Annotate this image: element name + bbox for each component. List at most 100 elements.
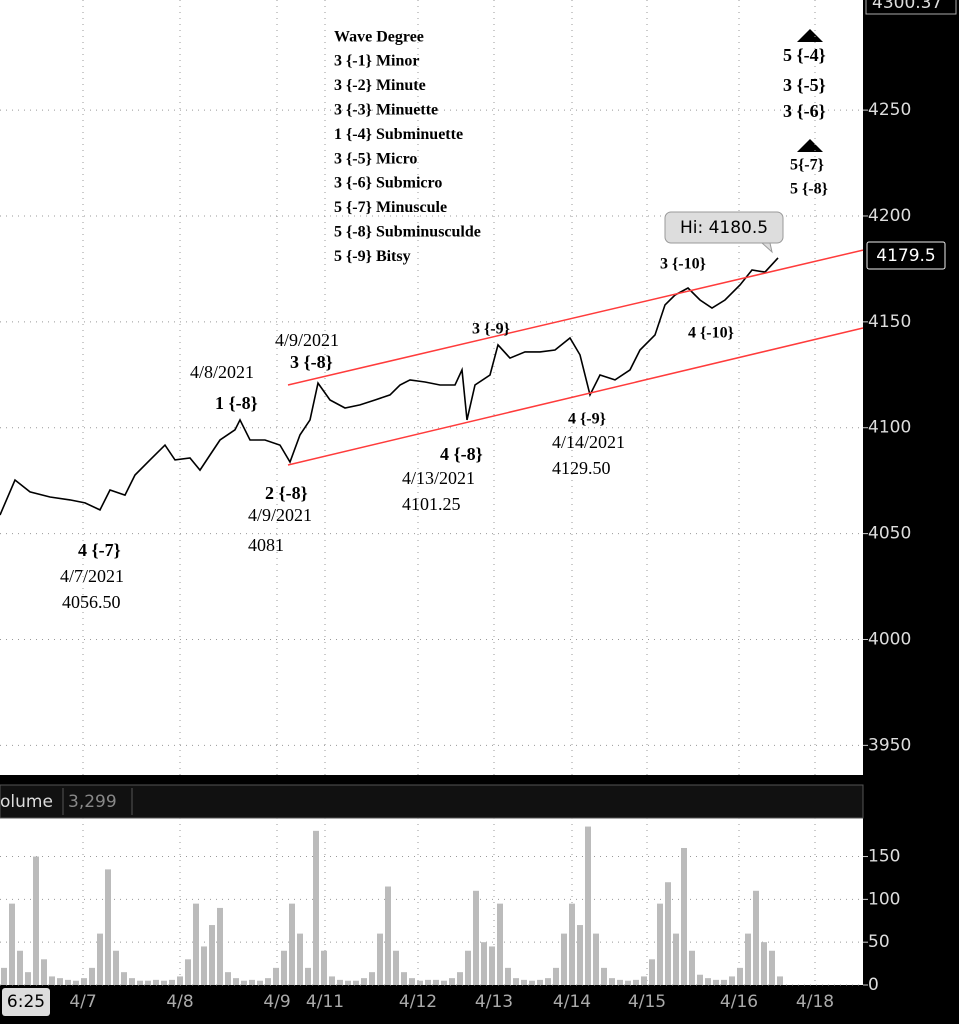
volume-bar — [681, 847, 687, 985]
annotation: 3 {-6} — [783, 101, 826, 121]
volume-bar — [593, 933, 599, 985]
volume-bar — [417, 980, 423, 985]
volume-bar — [265, 978, 271, 985]
annotation: 3 {-10} — [660, 256, 706, 273]
volume-bar — [313, 830, 319, 985]
volume-bar — [529, 980, 535, 985]
volume-bar — [177, 976, 183, 985]
y-tick-label: 3950 — [868, 735, 911, 755]
volume-bar — [289, 903, 295, 985]
volume-bar — [545, 978, 551, 985]
y-tick-label: 0 — [868, 975, 879, 995]
volume-bar — [9, 903, 15, 985]
x-tick-label: 4/13 — [475, 992, 513, 1012]
volume-bar — [41, 959, 47, 985]
y-tick-label: 50 — [868, 932, 890, 952]
price-line — [0, 257, 779, 516]
volume-bar — [257, 980, 263, 985]
high-callout: Hi: 4180.5 — [680, 218, 768, 238]
y-tick-label: 4050 — [868, 524, 911, 544]
volume-bar — [617, 979, 623, 985]
last-price: 4179.5 — [876, 246, 935, 266]
volume-bar — [1, 967, 7, 985]
volume-bar — [561, 933, 567, 985]
volume-bar — [409, 978, 415, 985]
annotation: 4/13/2021 — [402, 468, 475, 488]
annotation: 5 {-4} — [783, 45, 826, 65]
annotation: 4056.50 — [62, 592, 121, 612]
volume-bar — [65, 979, 71, 985]
volume-bar — [249, 979, 255, 985]
volume-bar — [89, 967, 95, 985]
volume-bar — [689, 950, 695, 985]
x-tick-label: 4/11 — [306, 992, 344, 1012]
x-tick-label: 4/18 — [796, 992, 834, 1012]
annotation: 3 {-9} — [472, 321, 510, 338]
volume-bar — [761, 942, 767, 985]
volume-bar — [321, 950, 327, 985]
cursor-box — [2, 988, 50, 1016]
annotation: 4/8/2021 — [190, 362, 254, 382]
legend-item: 3 {-3} Minuette — [334, 101, 438, 118]
volume-bar — [105, 869, 111, 985]
legend-title: Wave Degree — [334, 29, 424, 46]
volume-bar — [233, 978, 239, 985]
volume-bar — [153, 979, 159, 985]
volume-bar — [601, 967, 607, 985]
legend-item: 5 {-8} Subminusculde — [334, 223, 481, 240]
volume-bar — [121, 972, 127, 985]
y-tick-label: 100 — [868, 889, 900, 909]
volume-bar — [377, 933, 383, 985]
volume-bar — [113, 950, 119, 985]
annotation: 4/7/2021 — [60, 566, 124, 586]
volume-bar — [649, 959, 655, 985]
legend-item: 3 {-2} Minute — [334, 77, 426, 94]
volume-bar — [425, 979, 431, 985]
volume-bar — [81, 978, 87, 985]
volume-bar — [281, 950, 287, 985]
volume-bar — [401, 972, 407, 985]
annotation: 4/9/2021 — [275, 330, 339, 350]
annotation: 4/14/2021 — [552, 432, 625, 452]
y-tick-label: 4000 — [868, 629, 911, 649]
volume-bar — [657, 903, 663, 985]
volume-bar — [577, 925, 583, 985]
volume-bar — [329, 976, 335, 985]
volume-bar — [17, 950, 23, 985]
volume-bar — [745, 933, 751, 985]
annotation: 4 {-8} — [440, 444, 483, 464]
volume-bar — [185, 959, 191, 985]
volume-bar — [193, 903, 199, 985]
volume-bar — [777, 976, 783, 985]
volume-bar — [465, 950, 471, 985]
volume-bar — [673, 933, 679, 985]
volume-bar — [25, 972, 31, 985]
volume-bar — [537, 979, 543, 985]
volume-bar — [345, 980, 351, 985]
volume-bar — [169, 979, 175, 985]
arrow-up — [797, 29, 823, 42]
last-price-box — [866, 241, 946, 270]
cursor-label: 6:25 — [7, 992, 45, 1012]
legend-item: 3 {-5} Micro — [334, 150, 417, 167]
volume-bar — [217, 907, 223, 985]
volume-bar — [393, 950, 399, 985]
volume-bar — [49, 976, 55, 985]
y-tick-label: 4200 — [868, 206, 911, 226]
x-tick-label: 4/12 — [399, 992, 437, 1012]
volume-bar — [97, 933, 103, 985]
volume-bar — [33, 856, 39, 985]
arrow-up — [797, 139, 823, 152]
annotation: 2 {-8} — [265, 483, 308, 503]
volume-title: olume — [0, 792, 53, 812]
y-tick-label: 4250 — [868, 100, 911, 120]
volume-bar — [225, 972, 231, 985]
volume-bar — [137, 980, 143, 985]
annotation: 1 {-8} — [215, 393, 258, 413]
channel-line — [287, 327, 864, 466]
top-label-box — [865, 0, 957, 15]
volume-bar — [441, 980, 447, 985]
volume-bar — [489, 946, 495, 985]
volume-bar — [73, 980, 79, 985]
